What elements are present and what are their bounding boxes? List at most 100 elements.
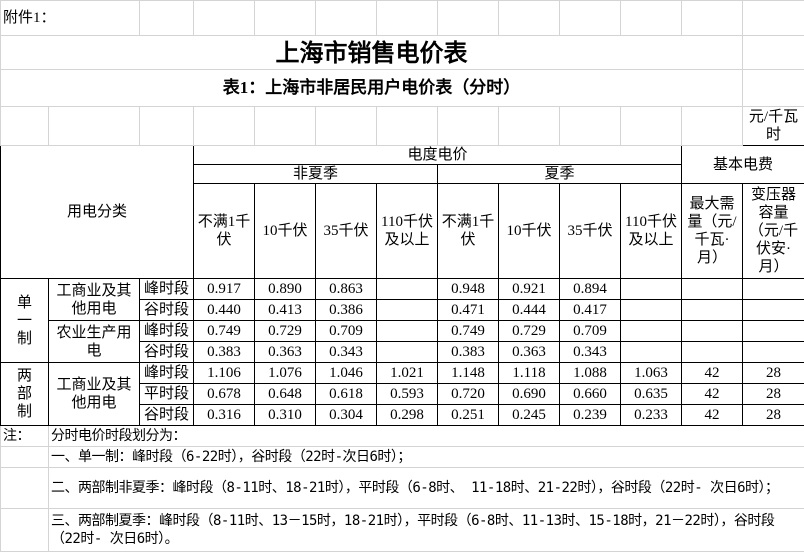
note-spacer (1, 468, 49, 509)
price-cell: 0.383 (438, 342, 499, 363)
category-label: 工商业及其他用电 (49, 363, 140, 426)
price-cell: 0.729 (255, 321, 316, 342)
header-ns-lt1kv: 不满1千伏 (194, 184, 255, 279)
price-cell (621, 279, 682, 300)
period-label: 峰时段 (140, 363, 194, 384)
header-ns-110kv: 110千伏及以上 (377, 184, 438, 279)
price-cell: 28 (743, 363, 804, 384)
category-label: 农业生产用电 (49, 321, 140, 363)
price-cell: 1.148 (438, 363, 499, 384)
price-cell: 0.593 (377, 384, 438, 405)
price-cell: 1.021 (377, 363, 438, 384)
price-cell: 0.251 (438, 405, 499, 426)
price-cell (377, 279, 438, 300)
price-cell: 1.046 (316, 363, 377, 384)
price-cell: 0.245 (499, 405, 560, 426)
price-cell: 0.863 (316, 279, 377, 300)
note-line: 二、两部制非夏季：峰时段（8-11时、18-21时），平时段（6-8时、 11-… (49, 468, 804, 509)
header-transformer-capacity: 变压器容量（元/千伏安·月） (743, 184, 804, 279)
price-cell: 0.440 (194, 300, 255, 321)
price-cell: 1.076 (255, 363, 316, 384)
price-cell: 0.720 (438, 384, 499, 405)
price-cell: 0.894 (560, 279, 621, 300)
price-cell: 0.648 (255, 384, 316, 405)
table-subtitle: 表1：上海市非居民用户电价表（分时） (1, 70, 743, 107)
price-cell: 0.239 (560, 405, 621, 426)
price-cell: 0.343 (560, 342, 621, 363)
header-category: 用电分类 (1, 146, 194, 279)
note-spacer (1, 447, 49, 468)
price-cell: 0.316 (194, 405, 255, 426)
price-cell: 0.749 (194, 321, 255, 342)
system-label: 单一制 (1, 279, 49, 363)
price-cell: 0.690 (499, 384, 560, 405)
price-cell: 0.417 (560, 300, 621, 321)
price-cell (743, 342, 804, 363)
category-label: 工商业及其他用电 (49, 279, 140, 321)
note-row: 三、两部制夏季：峰时段（8-11时、13－15时，18-21时），平时段（6-8… (1, 509, 804, 552)
unit-label: 元/千瓦时 (743, 107, 804, 146)
price-cell: 0.635 (621, 384, 682, 405)
system-label: 两部制 (1, 363, 49, 426)
page-title: 上海市销售电价表 (1, 36, 743, 70)
price-cell: 0.678 (194, 384, 255, 405)
price-cell: 42 (682, 384, 743, 405)
price-cell: 28 (743, 405, 804, 426)
price-cell: 0.749 (438, 321, 499, 342)
header-ns-35kv: 35千伏 (316, 184, 377, 279)
price-cell: 0.363 (499, 342, 560, 363)
price-cell: 0.660 (560, 384, 621, 405)
price-cell: 1.063 (621, 363, 682, 384)
attachment-label: 附件1： (1, 1, 140, 36)
price-cell: 1.118 (499, 363, 560, 384)
price-cell (621, 300, 682, 321)
price-cell: 0.729 (499, 321, 560, 342)
price-cell: 0.304 (316, 405, 377, 426)
header-s-35kv: 35千伏 (560, 184, 621, 279)
header-s-lt1kv: 不满1千伏 (438, 184, 499, 279)
price-cell (682, 342, 743, 363)
price-cell: 0.386 (316, 300, 377, 321)
price-cell: 42 (682, 363, 743, 384)
price-cell (682, 321, 743, 342)
price-cell (377, 321, 438, 342)
price-cell (743, 300, 804, 321)
price-cell: 0.298 (377, 405, 438, 426)
price-cell: 0.921 (499, 279, 560, 300)
note-line: 三、两部制夏季：峰时段（8-11时、13－15时，18-21时），平时段（6-8… (49, 509, 804, 552)
price-cell (621, 342, 682, 363)
price-cell: 28 (743, 384, 804, 405)
header-s-10kv: 10千伏 (499, 184, 560, 279)
period-label: 平时段 (140, 384, 194, 405)
note-row: 注：分时电价时段划分为： (1, 426, 804, 447)
price-cell (682, 279, 743, 300)
price-cell: 0.917 (194, 279, 255, 300)
note-row: 二、两部制非夏季：峰时段（8-11时、18-21时），平时段（6-8时、 11-… (1, 468, 804, 509)
period-label: 谷时段 (140, 300, 194, 321)
period-label: 峰时段 (140, 279, 194, 300)
price-cell: 0.618 (316, 384, 377, 405)
price-cell: 0.709 (560, 321, 621, 342)
period-label: 谷时段 (140, 405, 194, 426)
price-cell: 1.088 (560, 363, 621, 384)
header-basic-fee: 基本电费 (682, 146, 804, 184)
price-cell: 0.363 (255, 342, 316, 363)
note-row: 一、单一制：峰时段（6-22时），谷时段（22时-次日6时）； (1, 447, 804, 468)
note-label: 注： (1, 426, 49, 447)
price-cell (682, 300, 743, 321)
price-cell: 0.709 (316, 321, 377, 342)
price-cell (377, 342, 438, 363)
header-s-110kv: 110千伏及以上 (621, 184, 682, 279)
price-cell: 0.343 (316, 342, 377, 363)
price-cell: 0.471 (438, 300, 499, 321)
note-spacer (1, 509, 49, 552)
period-label: 谷时段 (140, 342, 194, 363)
price-cell: 1.106 (194, 363, 255, 384)
note-line: 一、单一制：峰时段（6-22时），谷时段（22时-次日6时）； (49, 447, 804, 468)
price-cell (743, 321, 804, 342)
header-ns-10kv: 10千伏 (255, 184, 316, 279)
price-cell: 0.383 (194, 342, 255, 363)
